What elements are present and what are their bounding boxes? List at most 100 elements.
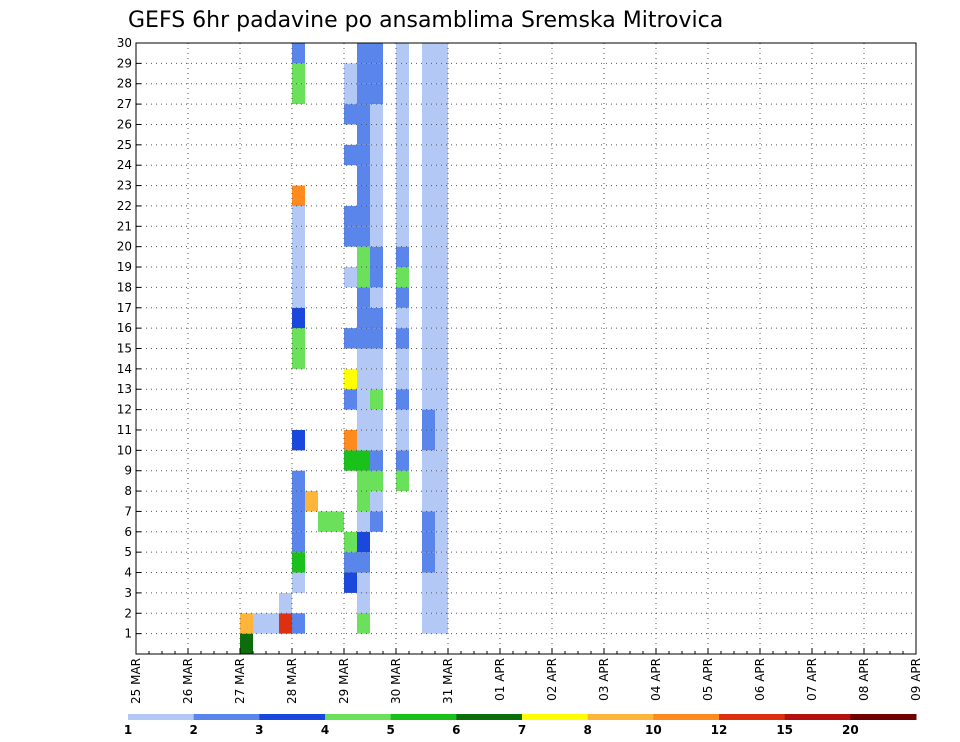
heatmap-cell (435, 531, 448, 553)
heatmap-cell (422, 328, 435, 349)
heatmap-cell (370, 368, 383, 390)
heatmap-cell (396, 450, 409, 471)
heatmap-cell (292, 552, 305, 573)
heatmap-cell (344, 389, 357, 410)
heatmap-cell (435, 470, 448, 492)
heatmap-cell (292, 491, 305, 512)
heatmap-cell (422, 267, 435, 288)
legend-swatch (784, 714, 851, 720)
legend-label: 5 (386, 723, 394, 737)
heatmap-cell (370, 267, 383, 288)
y-tick-label: 18 (117, 280, 132, 294)
heatmap-cell (357, 592, 370, 614)
heatmap-cell (357, 226, 370, 247)
heatmap-cell (370, 144, 383, 166)
legend-swatch (390, 714, 457, 720)
heatmap-cell (357, 368, 370, 390)
heatmap-cell (344, 328, 357, 349)
heatmap-cell (435, 185, 448, 206)
heatmap-cell (435, 307, 448, 329)
legend-label: 6 (452, 723, 460, 737)
heatmap-cell (240, 613, 253, 634)
heatmap-cell (435, 83, 448, 105)
heatmap-cell (279, 592, 292, 614)
heatmap-cell (396, 307, 409, 329)
heatmap-cell (396, 144, 409, 166)
heatmap-cell (435, 572, 448, 593)
y-tick-label: 5 (124, 545, 132, 559)
heatmap-cell (435, 450, 448, 471)
heatmap-cell (357, 307, 370, 329)
heatmap-cell (292, 328, 305, 349)
y-tick-label: 1 (124, 627, 132, 641)
heatmap-cell (396, 368, 409, 390)
heatmap-cell (357, 409, 370, 430)
heatmap-cell (253, 613, 266, 634)
heatmap-cell (396, 267, 409, 288)
heatmap-cell (357, 552, 370, 573)
heatmap-cell (422, 144, 435, 166)
heatmap-cell (370, 63, 383, 84)
heatmap-cell (370, 226, 383, 247)
heatmap-cell (357, 185, 370, 206)
heatmap-cell (292, 613, 305, 634)
heatmap-cell (370, 409, 383, 430)
heatmap-cell (344, 552, 357, 573)
heatmap-cell (344, 450, 357, 471)
heatmap-cell (357, 348, 370, 369)
x-tick-label: 06 APR (753, 658, 767, 701)
heatmap-cell (435, 165, 448, 186)
heatmap-cells (240, 43, 448, 654)
x-tick-label: 01 APR (493, 658, 507, 701)
y-tick-label: 2 (124, 606, 132, 620)
y-tick-label: 29 (117, 56, 132, 70)
y-tick-label: 25 (117, 138, 132, 152)
x-tick-label: 25 MAR (129, 658, 143, 704)
heatmap-cell (435, 205, 448, 227)
heatmap-cell (357, 63, 370, 84)
legend-swatch (193, 714, 260, 720)
heatmap-cell (422, 470, 435, 492)
legend-label: 15 (776, 723, 793, 737)
y-axis-ticks: 1234567891011121314151617181920212223242… (117, 36, 141, 641)
heatmap-cell (396, 287, 409, 308)
heatmap-cell (357, 429, 370, 451)
heatmap-cell (422, 307, 435, 329)
x-tick-label: 08 APR (857, 658, 871, 701)
heatmap-cell (370, 429, 383, 451)
y-tick-label: 16 (117, 321, 132, 335)
y-tick-label: 30 (117, 36, 132, 50)
heatmap-cell (370, 165, 383, 186)
y-tick-label: 12 (117, 403, 132, 417)
heatmap-cell (318, 511, 331, 532)
x-tick-label: 28 MAR (285, 658, 299, 704)
heatmap-cell (422, 511, 435, 532)
heatmap-cell (344, 144, 357, 166)
heatmap-cell (370, 348, 383, 369)
heatmap-cell (396, 226, 409, 247)
y-tick-label: 24 (117, 158, 132, 172)
heatmap-cell (344, 531, 357, 553)
y-tick-label: 7 (124, 504, 132, 518)
heatmap-cell (422, 43, 435, 64)
heatmap-cell (370, 470, 383, 492)
heatmap-cell (435, 43, 448, 64)
heatmap-cell (357, 205, 370, 227)
heatmap-cell (357, 246, 370, 268)
heatmap-cell (357, 287, 370, 308)
y-tick-label: 10 (117, 443, 132, 457)
y-tick-label: 17 (117, 301, 132, 315)
heatmap-cell (370, 389, 383, 410)
x-tick-label: 07 APR (805, 658, 819, 701)
heatmap-cell (435, 552, 448, 573)
heatmap-cell (396, 124, 409, 145)
legend-label: 7 (518, 723, 526, 737)
heatmap-cell (422, 572, 435, 593)
legend-swatch (850, 714, 917, 720)
heatmap-cell (370, 124, 383, 145)
heatmap-cell (422, 246, 435, 268)
heatmap-cell (435, 124, 448, 145)
y-tick-label: 22 (117, 199, 132, 213)
heatmap-cell (435, 104, 448, 125)
